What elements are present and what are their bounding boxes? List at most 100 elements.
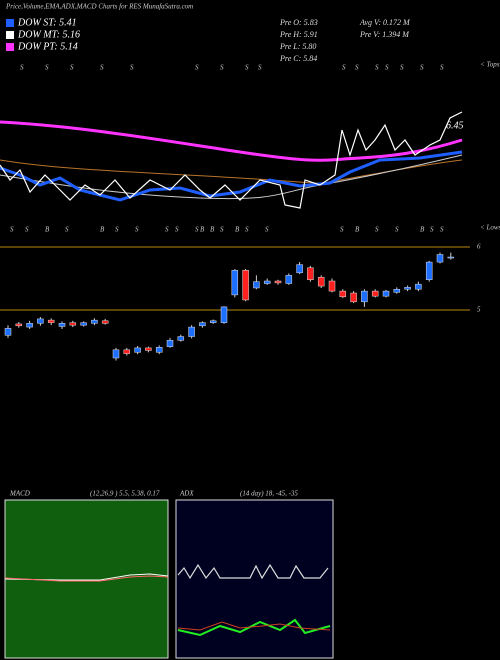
bottom-signal: B bbox=[420, 226, 425, 234]
y-tick-label: 6 bbox=[477, 243, 481, 251]
top-signal: S bbox=[258, 64, 262, 72]
candle-body bbox=[350, 292, 357, 303]
top-signal: S bbox=[130, 64, 134, 72]
adx-label: ADX bbox=[179, 490, 194, 498]
candle-body bbox=[26, 323, 33, 328]
candle-body bbox=[242, 270, 249, 301]
lows-label: < Lows bbox=[480, 224, 500, 232]
candle-body bbox=[101, 320, 109, 324]
bottom-signal: S bbox=[135, 226, 139, 234]
legend-label: DOW PT: 5.14 bbox=[17, 41, 78, 52]
bottom-signal: S bbox=[25, 226, 29, 234]
candle-body bbox=[220, 306, 228, 323]
candle-body bbox=[47, 319, 55, 323]
y-tick-label: 5 bbox=[477, 306, 481, 314]
top-signal: S bbox=[100, 64, 104, 72]
bottom-signal: B bbox=[45, 226, 50, 234]
price-label: 6.45 bbox=[446, 120, 464, 131]
candle-body bbox=[80, 322, 87, 326]
legend-label: DOW ST: 5.41 bbox=[17, 17, 77, 28]
candle-body bbox=[317, 276, 325, 287]
plus-di bbox=[177, 618, 331, 637]
bottom-signal: S bbox=[395, 226, 399, 234]
legend-swatch bbox=[6, 43, 14, 51]
tops-label: < Tops bbox=[480, 61, 500, 69]
macd-label: MACD bbox=[9, 490, 30, 498]
stat-label: Pre O: 5.83 bbox=[279, 18, 318, 27]
minus-di bbox=[177, 621, 331, 631]
bottom-signal: S bbox=[440, 226, 444, 234]
macd-line bbox=[4, 573, 169, 581]
candle-body bbox=[188, 326, 195, 337]
candle-body bbox=[91, 319, 98, 324]
bottom-signal: S bbox=[430, 226, 434, 234]
pt-line bbox=[0, 120, 463, 162]
candle-body bbox=[209, 320, 217, 323]
bottom-signal: B bbox=[355, 226, 360, 234]
bottom-signal: S bbox=[175, 226, 179, 234]
bottom-signal: S bbox=[375, 226, 379, 234]
candle-body bbox=[274, 280, 282, 284]
top-signal: S bbox=[220, 64, 224, 72]
stat-label: Pre H: 5.91 bbox=[279, 30, 318, 39]
candle-body bbox=[393, 288, 401, 293]
adx-line bbox=[177, 563, 329, 580]
candle-body bbox=[112, 349, 120, 359]
candle-body bbox=[307, 267, 314, 281]
candle-body bbox=[123, 349, 131, 354]
bottom-signal: S bbox=[195, 226, 199, 234]
legend-swatch bbox=[6, 31, 14, 39]
candle-body bbox=[371, 290, 379, 297]
candle-body bbox=[382, 290, 390, 297]
price-line bbox=[0, 111, 463, 209]
bottom-signal: S bbox=[165, 226, 169, 234]
adx-params: (14 day) 18, -45, -35 bbox=[240, 490, 298, 498]
macd-params: (12,26,9 ) 5.5, 5.38, 0.17 bbox=[90, 490, 160, 498]
stat-label: Avg V: 0.172 M bbox=[359, 18, 411, 27]
stat-label: Pre V: 1.394 M bbox=[359, 30, 410, 39]
bottom-signal: B bbox=[210, 226, 215, 234]
bottom-signal: B bbox=[100, 226, 105, 234]
legend-label: DOW MT: 5.16 bbox=[17, 29, 80, 40]
bottom-signal: S bbox=[115, 226, 119, 234]
st-line bbox=[0, 150, 463, 202]
candle-body bbox=[15, 323, 23, 327]
candle-body bbox=[285, 275, 293, 284]
candle-body bbox=[415, 283, 422, 290]
top-signal: S bbox=[20, 64, 24, 72]
candle-body bbox=[425, 261, 433, 281]
candle-body bbox=[58, 323, 66, 327]
ema-line bbox=[0, 159, 463, 184]
top-signal: S bbox=[400, 64, 404, 72]
legend-swatch bbox=[6, 19, 14, 27]
candle-body bbox=[436, 254, 444, 263]
candle-body bbox=[145, 347, 152, 351]
top-signal: S bbox=[420, 64, 424, 72]
candle-body bbox=[404, 287, 411, 290]
candle-body bbox=[231, 270, 239, 296]
candle-body bbox=[263, 280, 271, 284]
bottom-signal: S bbox=[65, 226, 69, 234]
candle-body bbox=[177, 336, 185, 341]
top-signal: S bbox=[342, 64, 346, 72]
stat-label: Pre C: 5.84 bbox=[279, 54, 317, 63]
candle-body bbox=[296, 264, 303, 274]
candle-body bbox=[328, 280, 336, 292]
top-signal: S bbox=[70, 64, 74, 72]
chart-title: Price,Volume,EMA,ADX,MACD Charts for RES… bbox=[5, 3, 193, 11]
candle-body bbox=[134, 347, 141, 353]
top-signal: S bbox=[245, 64, 249, 72]
bottom-signal: S bbox=[245, 226, 249, 234]
top-signal: S bbox=[385, 64, 389, 72]
candle-body bbox=[155, 347, 163, 353]
candle-body bbox=[4, 328, 12, 336]
top-signal: S bbox=[375, 64, 379, 72]
top-signal: S bbox=[440, 64, 444, 72]
top-signal: S bbox=[195, 64, 199, 72]
candle-body bbox=[69, 322, 77, 326]
candle-body bbox=[361, 290, 368, 303]
bottom-signal: S bbox=[265, 226, 269, 234]
bottom-signal: B bbox=[200, 226, 205, 234]
